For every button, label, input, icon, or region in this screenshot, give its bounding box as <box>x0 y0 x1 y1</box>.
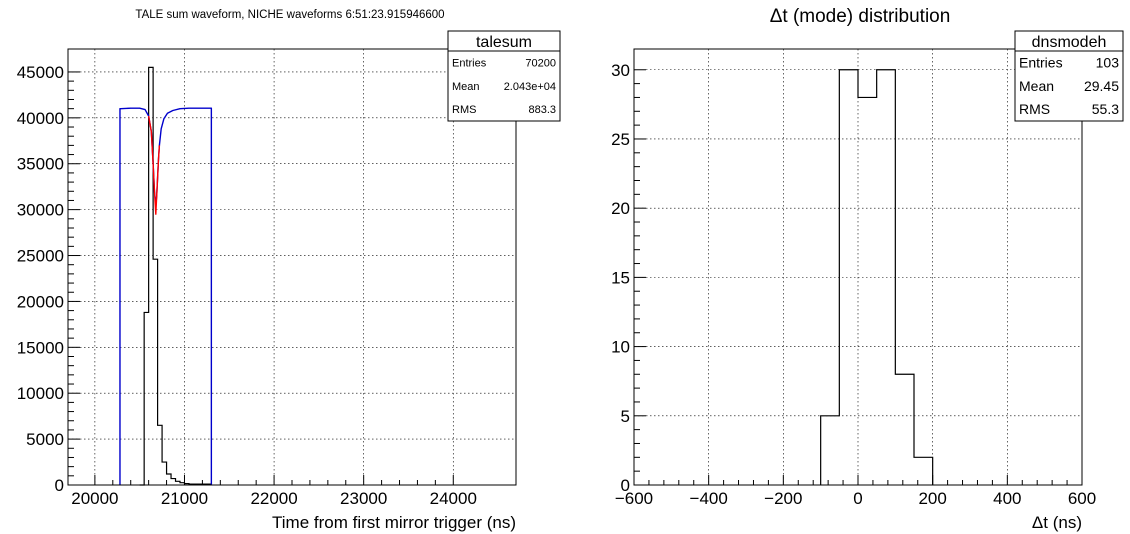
histogram-bin <box>162 462 166 485</box>
dnsmodeh-panel: Δt (mode) distribution −600 −400 −200 0 200 4… <box>611 6 1124 532</box>
talesum-y-axis: 0 5000 10000 15000 20000 25000 30000 35000 40000… <box>17 63 80 495</box>
y-tick-label: 0 <box>55 476 64 495</box>
x-tick-label: −600 <box>615 489 653 508</box>
stats-row-label: RMS <box>1019 101 1050 117</box>
histogram-bin <box>158 425 162 485</box>
dnsmodeh-stats-box: dnsmodeh Entries 103 Mean 29.45 RMS 55.3 <box>1014 30 1124 122</box>
stats-row-label: RMS <box>452 104 476 116</box>
x-tick-label: 23000 <box>340 489 387 508</box>
talesum-panel: TALE sum waveform, NICHE waveforms 6:51:… <box>17 9 561 532</box>
stats-row-value: 70200 <box>525 58 556 70</box>
y-tick-label: 20000 <box>17 292 64 311</box>
stats-row-value: 2.043e+04 <box>504 81 556 93</box>
x-tick-label: −200 <box>764 489 802 508</box>
talesum-stats-box: talesum Entries 70200 Mean 2.043e+04 RMS 883.3 <box>447 30 561 122</box>
stats-row-value: 55.3 <box>1092 101 1119 117</box>
waveform-line <box>119 107 213 485</box>
y-tick-label: 20 <box>611 199 630 218</box>
histogram-bin <box>167 474 171 485</box>
x-tick-label: 22000 <box>250 489 297 508</box>
stats-row-label: Mean <box>1019 78 1054 94</box>
stats-box-frame <box>447 30 561 122</box>
y-tick-label: 5000 <box>26 430 64 449</box>
y-tick-label: 40000 <box>17 109 64 128</box>
stats-row-label: Entries <box>1019 55 1063 71</box>
stats-box-frame <box>1014 30 1124 122</box>
histogram-bin <box>153 259 157 485</box>
dnsmodeh-histogram <box>820 69 934 485</box>
stats-row-value: 29.45 <box>1084 78 1119 94</box>
stats-row-value: 883.3 <box>528 104 556 116</box>
x-tick-label: 600 <box>1068 489 1096 508</box>
talesum-histogram <box>139 66 212 486</box>
x-tick-label: 21000 <box>161 489 208 508</box>
histogram-bin <box>895 374 914 485</box>
y-tick-label: 30 <box>611 61 630 80</box>
talesum-x-axis-label: Time from first mirror trigger (ns) <box>272 513 516 532</box>
histogram-bin <box>144 312 148 485</box>
y-tick-label: 10000 <box>17 384 64 403</box>
histogram-step-line <box>820 69 934 485</box>
y-tick-label: 35000 <box>17 155 64 174</box>
x-tick-label: −400 <box>690 489 728 508</box>
x-tick-label: 0 <box>853 489 862 508</box>
talesum-x-axis: 20000 21000 22000 23000 24000 <box>71 475 477 508</box>
y-tick-label: 10 <box>611 338 630 357</box>
stats-row-label: Entries <box>452 58 487 70</box>
y-tick-label: 25000 <box>17 247 64 266</box>
dnsmodeh-y-axis: 0 5 10 15 20 25 30 <box>611 61 646 495</box>
y-tick-label: 15000 <box>17 338 64 357</box>
talesum-waveforms <box>119 107 213 485</box>
waveform-line <box>147 115 161 215</box>
x-tick-label: 24000 <box>430 489 477 508</box>
x-tick-label: 20000 <box>71 489 118 508</box>
y-tick-label: 5 <box>621 407 630 426</box>
y-tick-label: 15 <box>611 268 630 287</box>
dnsmodeh-title: Δt (mode) distribution <box>770 6 951 27</box>
histogram-bin <box>858 97 877 485</box>
y-tick-label: 30000 <box>17 201 64 220</box>
histogram-bin <box>171 479 175 485</box>
x-tick-label: 400 <box>993 489 1021 508</box>
stats-box-name: talesum <box>476 34 532 51</box>
histogram-step-line <box>139 66 212 486</box>
talesum-title: TALE sum waveform, NICHE waveforms 6:51:… <box>135 9 444 21</box>
y-tick-label: 45000 <box>17 63 64 82</box>
dnsmodeh-x-axis-label: Δt (ns) <box>1032 513 1082 532</box>
x-tick-label: 200 <box>918 489 946 508</box>
histogram-bin <box>914 457 933 485</box>
y-tick-label: 25 <box>611 130 630 149</box>
stats-row-label: Mean <box>452 81 480 93</box>
y-tick-label: 0 <box>621 476 630 495</box>
histogram-bin <box>821 416 840 485</box>
dnsmodeh-x-axis: −600 −400 −200 0 200 400 600 <box>615 475 1096 508</box>
stats-box-name: dnsmodeh <box>1032 34 1107 51</box>
stats-row-value: 103 <box>1096 55 1120 71</box>
